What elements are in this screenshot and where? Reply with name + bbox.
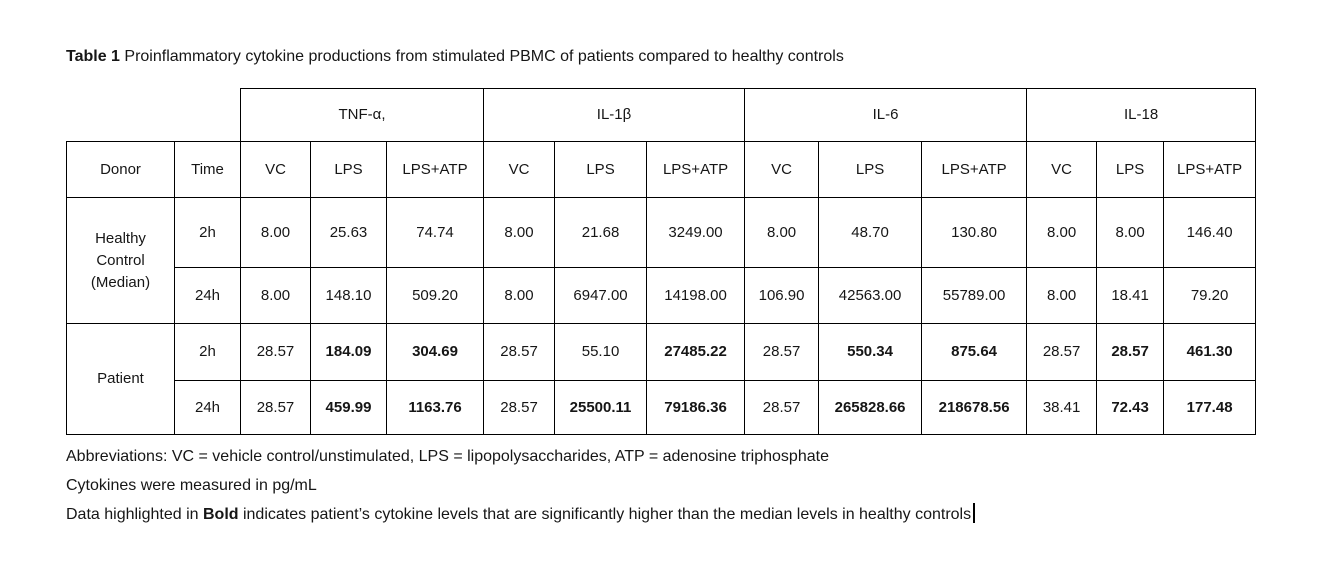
value-cell[interactable]: 55.10: [554, 323, 648, 381]
value-cell[interactable]: 106.90: [744, 267, 820, 324]
value-cell[interactable]: 3249.00: [646, 197, 746, 268]
stimulus-header-vc[interactable]: VC: [744, 141, 820, 198]
value-cell[interactable]: 148.10: [310, 267, 387, 324]
column-header-row: Donor Time VC LPS LPS+ATP VC LPS LPS+ATP…: [66, 141, 1257, 198]
value-cell[interactable]: 8.00: [483, 267, 556, 324]
value-cell[interactable]: 79.20: [1163, 267, 1257, 324]
footnote-units[interactable]: Cytokines were measured in pg/mL: [66, 477, 317, 494]
value-cell[interactable]: 74.74: [385, 197, 485, 268]
value-cell[interactable]: 130.80: [921, 197, 1028, 268]
footnote-bold-prefix: Data highlighted in: [66, 506, 203, 523]
time-cell[interactable]: 2h: [174, 323, 241, 381]
table-row-patient-2h: Patient 2h 28.57 184.09 304.69 28.57 55.…: [66, 323, 1257, 435]
value-cell[interactable]: 25.63: [310, 197, 387, 268]
footnote-abbreviations[interactable]: Abbreviations: VC = vehicle control/unst…: [66, 448, 829, 465]
value-cell[interactable]: 875.64: [921, 323, 1028, 381]
stimulus-header-lps[interactable]: LPS: [1096, 141, 1165, 198]
value-cell[interactable]: 1163.76: [385, 380, 485, 435]
value-cell[interactable]: 8.00: [744, 197, 820, 268]
value-cell[interactable]: 265828.66: [818, 380, 923, 435]
value-cell[interactable]: 459.99: [310, 380, 387, 435]
table-row-patient-24h: 24h 28.57 459.99 1163.76 28.57 25500.11 …: [67, 380, 1257, 435]
value-cell[interactable]: 28.57: [240, 380, 311, 435]
table-corner-spacer: [67, 89, 241, 142]
value-cell[interactable]: 38.41: [1026, 380, 1098, 435]
table-row-healthy-2h: Healthy Control (Median) 2h 8.00 25.63 7…: [66, 197, 1257, 324]
value-cell[interactable]: 28.57: [744, 323, 820, 381]
value-cell[interactable]: 14198.00: [646, 267, 746, 324]
value-cell[interactable]: 177.48: [1163, 380, 1257, 435]
value-cell[interactable]: 8.00: [483, 197, 556, 268]
value-cell[interactable]: 8.00: [1026, 197, 1098, 268]
time-cell[interactable]: 2h: [174, 197, 241, 268]
cytokine-group-row: TNF-α, IL-1β IL-6 IL-18: [67, 88, 1257, 142]
stimulus-header-vc[interactable]: VC: [483, 141, 556, 198]
stimulus-header-lps-atp[interactable]: LPS+ATP: [646, 141, 746, 198]
value-cell[interactable]: 8.00: [240, 197, 311, 268]
value-cell[interactable]: 8.00: [1026, 267, 1098, 324]
value-cell[interactable]: 8.00: [1096, 197, 1165, 268]
table-footnotes: Abbreviations: VC = vehicle control/unst…: [66, 442, 1258, 529]
value-cell[interactable]: 146.40: [1163, 197, 1257, 268]
footnote-bold-emphasis: Bold: [202, 506, 239, 523]
cytokine-table: TNF-α, IL-1β IL-6 IL-18 Donor Time VC LP…: [66, 88, 1257, 435]
value-cell[interactable]: 79186.36: [646, 380, 746, 435]
value-cell[interactable]: 218678.56: [921, 380, 1028, 435]
time-column-header[interactable]: Time: [174, 141, 241, 198]
value-cell[interactable]: 28.57: [1026, 323, 1098, 381]
value-cell[interactable]: 28.57: [240, 323, 311, 381]
table-caption-label: Table 1: [66, 48, 120, 65]
value-cell[interactable]: 72.43: [1096, 380, 1165, 435]
value-cell[interactable]: 509.20: [385, 267, 485, 324]
table-caption[interactable]: Table 1 Proinflammatory cytokine product…: [66, 46, 1258, 67]
value-cell[interactable]: 21.68: [554, 197, 648, 268]
cytokine-group-header-tnf[interactable]: TNF-α,: [239, 88, 485, 142]
value-cell[interactable]: 28.57: [1096, 323, 1165, 381]
cytokine-group-header-il1b[interactable]: IL-1β: [483, 88, 746, 142]
stimulus-header-vc[interactable]: VC: [1026, 141, 1098, 198]
value-cell[interactable]: 25500.11: [554, 380, 648, 435]
cytokine-group-header-il18[interactable]: IL-18: [1026, 88, 1257, 142]
text-cursor: [973, 503, 976, 523]
value-cell[interactable]: 6947.00: [554, 267, 648, 324]
donor-column-header[interactable]: Donor: [66, 141, 175, 198]
value-cell[interactable]: 27485.22: [646, 323, 746, 381]
footnote-bold-explanation[interactable]: Data highlighted in Bold indicates patie…: [66, 500, 1258, 529]
value-cell[interactable]: 8.00: [240, 267, 311, 324]
time-cell[interactable]: 24h: [174, 267, 241, 324]
footnote-bold-suffix: indicates patient’s cytokine levels that…: [238, 506, 972, 523]
donor-cell-patient[interactable]: Patient: [66, 323, 175, 435]
stimulus-header-lps[interactable]: LPS: [310, 141, 387, 198]
value-cell[interactable]: 184.09: [310, 323, 387, 381]
stimulus-header-lps[interactable]: LPS: [554, 141, 648, 198]
table-caption-text: Proinflammatory cytokine productions fro…: [119, 48, 844, 65]
value-cell[interactable]: 461.30: [1163, 323, 1257, 381]
value-cell[interactable]: 42563.00: [818, 267, 923, 324]
stimulus-header-vc[interactable]: VC: [240, 141, 311, 198]
value-cell[interactable]: 28.57: [483, 380, 556, 435]
stimulus-header-lps[interactable]: LPS: [818, 141, 923, 198]
value-cell[interactable]: 48.70: [818, 197, 923, 268]
stimulus-header-lps-atp[interactable]: LPS+ATP: [385, 141, 485, 198]
time-cell[interactable]: 24h: [174, 380, 241, 435]
value-cell[interactable]: 28.57: [744, 380, 820, 435]
value-cell[interactable]: 550.34: [818, 323, 923, 381]
table-row-healthy-24h: 24h 8.00 148.10 509.20 8.00 6947.00 1419…: [67, 267, 1257, 324]
stimulus-header-lps-atp[interactable]: LPS+ATP: [1163, 141, 1257, 198]
cytokine-group-header-il6[interactable]: IL-6: [744, 88, 1028, 142]
stimulus-header-lps-atp[interactable]: LPS+ATP: [921, 141, 1028, 198]
donor-cell-healthy-control[interactable]: Healthy Control (Median): [66, 197, 175, 324]
value-cell[interactable]: 28.57: [483, 323, 556, 381]
value-cell[interactable]: 55789.00: [921, 267, 1028, 324]
value-cell[interactable]: 18.41: [1096, 267, 1165, 324]
value-cell[interactable]: 304.69: [385, 323, 485, 381]
document-body: Table 1 Proinflammatory cytokine product…: [66, 46, 1258, 529]
